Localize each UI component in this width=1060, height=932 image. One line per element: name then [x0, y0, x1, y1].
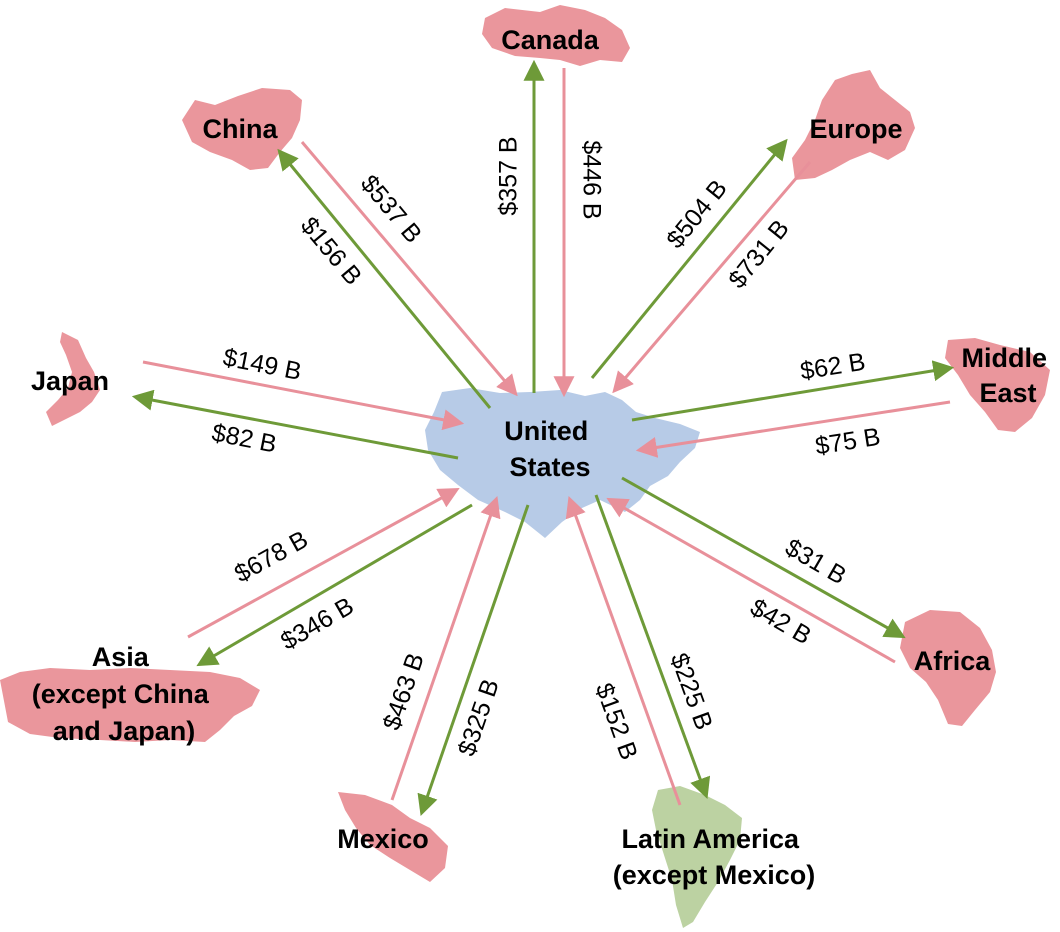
label-asia-export: $346 B — [276, 592, 359, 656]
label-canada-import: $446 B — [577, 140, 605, 219]
china-label: China — [202, 114, 278, 144]
china-map-shape — [182, 88, 302, 170]
arrow-us-to-middle-east — [631, 360, 955, 422]
asia-label: Asia (except China and Japan) — [32, 642, 217, 746]
label-europe-export: $504 B — [661, 175, 733, 254]
label-middle-east-export: $62 B — [798, 348, 867, 386]
africa-map-shape — [900, 610, 996, 726]
arrow-us-to-latin-america — [594, 494, 711, 799]
europe-map-shape — [792, 70, 915, 180]
arrow-us-to-china — [277, 148, 492, 409]
middle-east-map-shape — [945, 338, 1050, 432]
arrow-mexico-to-us — [390, 496, 501, 801]
label-japan-export: $82 B — [210, 419, 279, 459]
flow-arrows — [131, 59, 955, 816]
label-latin-america-import: $152 B — [590, 680, 643, 764]
arrow-us-to-africa — [621, 476, 906, 639]
label-africa-import: $42 B — [745, 593, 816, 650]
mexico-map-shape — [338, 792, 448, 882]
label-africa-export: $31 B — [780, 533, 851, 590]
japan-map-shape — [46, 332, 100, 426]
label-latin-america-export: $225 B — [665, 650, 718, 734]
label-europe-import: $731 B — [723, 215, 795, 294]
latin-america-label-line-1: Latin America — [621, 824, 800, 854]
arrow-us-to-europe — [590, 138, 788, 379]
label-mexico-import: $463 B — [378, 650, 430, 734]
africa-label: Africa — [914, 646, 992, 676]
label-asia-import: $678 B — [230, 525, 313, 588]
asia-map-shape — [0, 668, 260, 742]
middle-east-label-line-2: East — [979, 378, 1036, 408]
label-middle-east-import: $75 B — [813, 423, 882, 461]
canada-map-shape — [482, 5, 630, 66]
us-label-line-2: States — [509, 452, 590, 482]
japan-label: Japan — [31, 366, 109, 396]
arrow-europe-to-us — [612, 161, 812, 394]
arrow-africa-to-us — [606, 497, 896, 664]
us-label-line-1: United — [504, 416, 588, 446]
arrow-us-to-mexico — [417, 504, 530, 816]
arrow-us-to-asia — [196, 503, 473, 667]
europe-label: Europe — [809, 114, 902, 144]
asia-label-line-1: Asia — [92, 642, 150, 672]
region-labels: United States Canada China Europe Japan … — [31, 25, 1054, 890]
middle-east-label: Middle East — [961, 343, 1054, 408]
label-mexico-export: $325 B — [453, 676, 505, 760]
arrow-latin-america-to-us — [565, 496, 682, 806]
middle-east-label-line-1: Middle — [961, 343, 1047, 373]
mexico-label: Mexico — [337, 824, 429, 854]
us-label: United States — [504, 416, 596, 482]
arrow-china-to-us — [300, 141, 518, 397]
latin-america-map-shape — [652, 786, 742, 928]
latin-america-label: Latin America (except Mexico) — [613, 824, 816, 890]
arrow-japan-to-us — [142, 360, 465, 431]
label-china-export: $156 B — [295, 212, 367, 291]
arrow-asia-to-us — [187, 487, 460, 639]
latin-america-label-line-2: (except Mexico) — [613, 860, 816, 890]
arrow-middle-east-to-us — [635, 400, 951, 458]
label-china-import: $537 B — [355, 170, 427, 249]
asia-label-line-2: (except China — [32, 679, 210, 709]
label-canada-export: $357 B — [495, 136, 523, 215]
asia-label-line-3: and Japan) — [53, 716, 196, 746]
canada-label: Canada — [501, 25, 600, 55]
arrow-us-to-japan — [131, 389, 459, 460]
